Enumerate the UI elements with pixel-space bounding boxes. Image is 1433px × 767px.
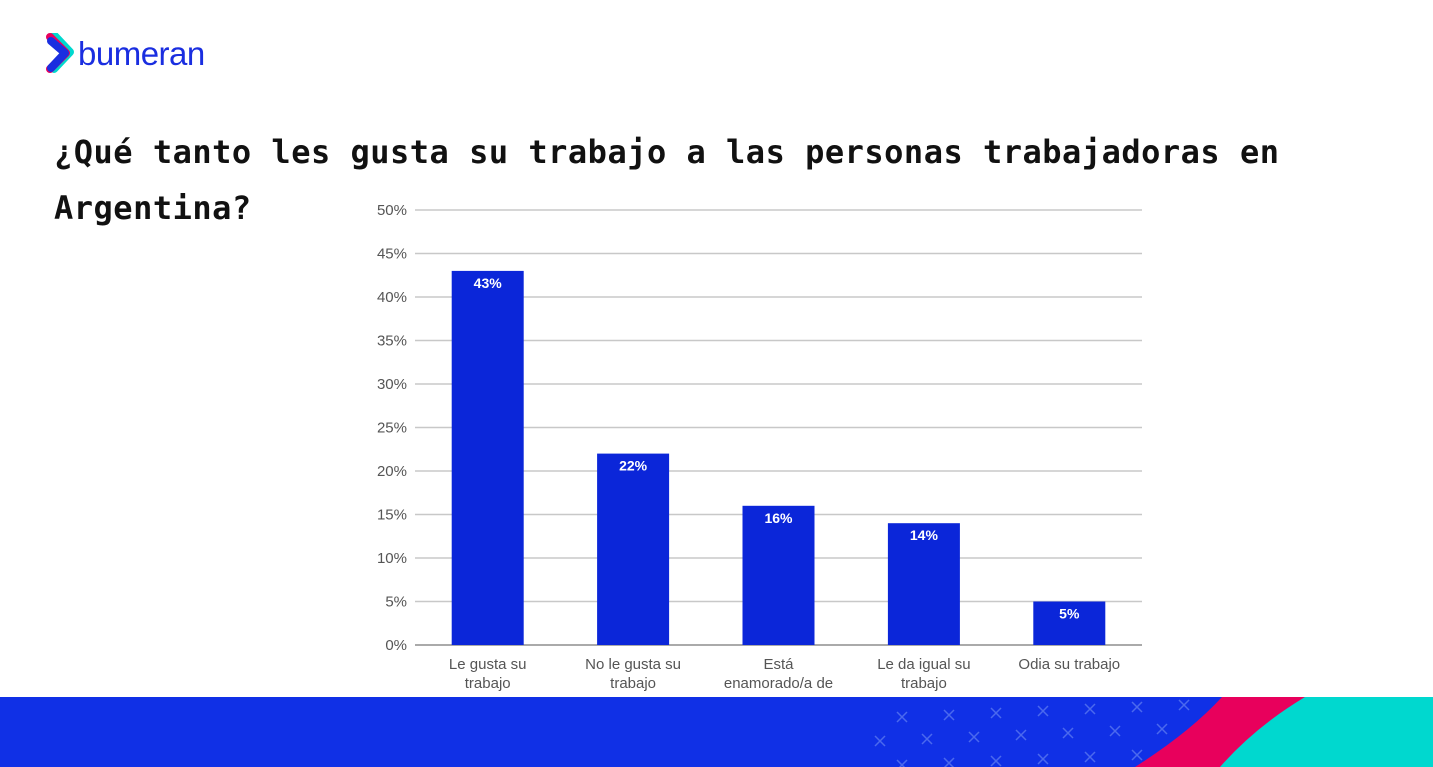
y-tick-label: 25% (377, 420, 407, 437)
x-tick-label: trabajo (465, 675, 511, 692)
page-title: ¿Qué tanto les gusta su trabajo a las pe… (54, 133, 1280, 227)
decorative-footer-band (0, 697, 1433, 767)
y-tick-label: 40% (377, 289, 407, 306)
data-label: 43% (474, 275, 503, 291)
cross-pattern-mark (1178, 699, 1190, 711)
cross-pattern-mark (1131, 701, 1143, 713)
y-tick-label: 35% (377, 333, 407, 350)
cross-pattern-mark (943, 757, 955, 767)
cross-pattern-mark (968, 731, 980, 743)
x-tick-label: Le gusta su (449, 656, 527, 673)
cross-pattern-mark (943, 709, 955, 721)
cross-pattern-mark (1156, 723, 1168, 735)
cross-pattern-mark (896, 711, 908, 723)
x-tick-label: trabajo (610, 675, 656, 692)
y-tick-label: 50% (377, 202, 407, 219)
cross-pattern-mark (1131, 749, 1143, 761)
cross-pattern-mark (1062, 727, 1074, 739)
x-tick-label: Está (763, 656, 794, 673)
logo-text: bumeran (78, 34, 205, 72)
y-tick-label: 0% (385, 637, 407, 654)
x-tick-label: Odia su trabajo (1018, 656, 1120, 673)
bar (451, 270, 524, 645)
cross-pattern-mark (874, 735, 886, 747)
cross-pattern-mark (1084, 703, 1096, 715)
x-tick-label: No le gusta su (585, 656, 681, 673)
cross-pattern-mark (1037, 753, 1049, 765)
data-label: 16% (764, 510, 793, 526)
y-tick-label: 45% (377, 246, 407, 263)
bar (1033, 601, 1106, 645)
data-label: 22% (619, 458, 648, 474)
cross-pattern-mark (990, 755, 1002, 767)
cross-pattern-mark (1109, 725, 1121, 737)
data-label: 5% (1059, 606, 1080, 622)
cross-pattern-mark (896, 759, 908, 767)
y-tick-label: 15% (377, 507, 407, 524)
y-tick-label: 30% (377, 376, 407, 393)
cross-pattern-mark (990, 707, 1002, 719)
y-tick-label: 20% (377, 463, 407, 480)
data-label: 14% (910, 527, 939, 543)
y-tick-label: 5% (385, 594, 407, 611)
x-tick-label: enamorado/a de (724, 675, 833, 692)
bar-chart: 0% 5% 10% 15% 20% 25% 30% 35% 40% 45% 50% 43% Le gus… (377, 202, 1142, 692)
bumeran-chevron-icon (46, 33, 74, 73)
x-tick-label: Le da igual su (877, 656, 970, 673)
cross-pattern-mark (921, 733, 933, 745)
bumeran-logo: bumeran (44, 33, 205, 73)
y-tick-label: 10% (377, 550, 407, 567)
bar (887, 523, 960, 645)
bar (597, 453, 670, 645)
cross-pattern-mark (1015, 729, 1027, 741)
cross-pattern-mark (1084, 751, 1096, 763)
cross-pattern-mark (1037, 705, 1049, 717)
x-tick-label: trabajo (901, 675, 947, 692)
bar (742, 505, 815, 645)
